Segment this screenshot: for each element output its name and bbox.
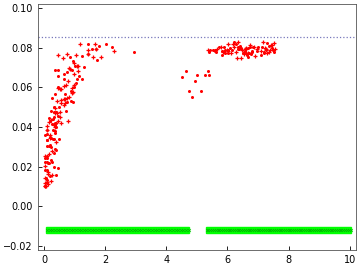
Bar xyxy=(46,227,189,233)
Bar xyxy=(206,227,351,233)
